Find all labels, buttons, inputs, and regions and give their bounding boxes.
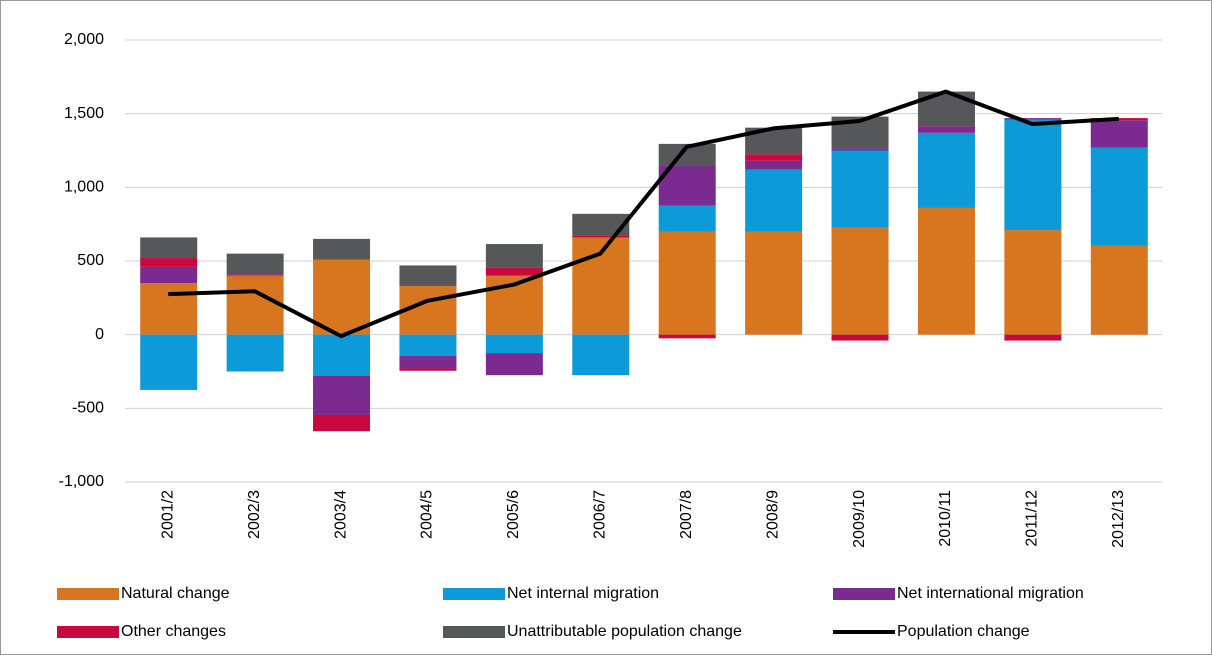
bar-segment bbox=[399, 334, 457, 357]
legend-swatch bbox=[443, 588, 505, 600]
bar-segment bbox=[917, 132, 975, 208]
legend-swatch bbox=[57, 588, 119, 600]
bar-segment bbox=[226, 334, 284, 372]
bar-segment bbox=[226, 253, 284, 274]
bar-segment bbox=[831, 150, 889, 228]
bar-segment bbox=[313, 375, 371, 415]
y-tick-label: 2,000 bbox=[64, 31, 104, 48]
bar-segment bbox=[313, 414, 371, 432]
bar-segment bbox=[831, 227, 889, 335]
bar-segment bbox=[313, 334, 371, 376]
x-tick-label: 2004/5 bbox=[419, 490, 436, 539]
bar-segment bbox=[572, 213, 630, 236]
y-tick-label: 1,000 bbox=[64, 179, 104, 196]
bar-segment bbox=[917, 207, 975, 335]
legend-label: Net international migration bbox=[897, 585, 1084, 602]
bar-segment bbox=[745, 154, 803, 161]
bar-segment bbox=[226, 274, 284, 276]
bar-segment bbox=[140, 334, 198, 390]
line-series bbox=[168, 89, 1119, 339]
legend-label: Net internal migration bbox=[507, 585, 659, 602]
bar-segment bbox=[831, 334, 889, 341]
bar-segment bbox=[658, 205, 716, 232]
bar-segment bbox=[1004, 119, 1062, 231]
bar-segment bbox=[917, 125, 975, 127]
x-tick-label: 2008/9 bbox=[764, 490, 781, 539]
bar-segment bbox=[572, 235, 630, 238]
bar-segment bbox=[1090, 147, 1148, 246]
legend-swatch bbox=[833, 588, 895, 600]
bar-segment bbox=[745, 169, 803, 232]
bar-segment bbox=[1090, 245, 1148, 335]
x-tick-label: 2012/13 bbox=[1110, 490, 1127, 548]
y-tick-label: -500 bbox=[72, 400, 104, 417]
legend-label: Other changes bbox=[121, 623, 226, 640]
bar-segment bbox=[485, 353, 543, 376]
bar-segment bbox=[140, 266, 198, 284]
bar-segment bbox=[399, 368, 457, 371]
bar-segment bbox=[658, 143, 716, 166]
bar-segment bbox=[399, 265, 457, 287]
x-tick-label: 2005/6 bbox=[505, 490, 522, 539]
bar-segment bbox=[1090, 120, 1148, 148]
x-tick-label: 2011/12 bbox=[1024, 490, 1041, 547]
bar-segment bbox=[831, 148, 889, 151]
bar-segment bbox=[226, 273, 284, 275]
y-tick-label: 500 bbox=[77, 252, 104, 269]
bar-segment bbox=[1004, 334, 1062, 341]
x-tick-label: 2009/10 bbox=[851, 490, 868, 548]
bar-segment bbox=[572, 334, 630, 376]
bar-segment bbox=[485, 267, 543, 276]
legend-swatch bbox=[443, 626, 505, 638]
bar-segment bbox=[399, 356, 457, 369]
y-tick-label: -1,000 bbox=[59, 473, 104, 490]
bar-segment bbox=[226, 275, 284, 335]
x-tick-label: 2002/3 bbox=[246, 490, 263, 539]
x-tick-label: 2007/8 bbox=[678, 490, 695, 539]
legend-swatch bbox=[57, 626, 119, 638]
legend-label: Unattributable population change bbox=[507, 623, 742, 640]
legend-label: Population change bbox=[897, 623, 1030, 640]
bar-segment bbox=[313, 238, 371, 260]
bar-segment bbox=[485, 244, 543, 268]
bar-segment bbox=[658, 231, 716, 335]
x-tick-label: 2006/7 bbox=[592, 490, 609, 539]
x-tick-label: 2003/4 bbox=[332, 490, 349, 539]
bar-segment bbox=[140, 237, 198, 259]
bar-segment bbox=[1004, 118, 1062, 120]
bar-segment bbox=[313, 259, 371, 335]
bar-segment bbox=[140, 283, 198, 335]
bar-segment bbox=[658, 334, 716, 339]
y-tick-label: 0 bbox=[95, 326, 104, 343]
legend-label: Natural change bbox=[121, 585, 230, 602]
bar-segment bbox=[485, 334, 543, 354]
bar-segment bbox=[745, 231, 803, 335]
bar-segment bbox=[1004, 230, 1062, 335]
bar-segment bbox=[917, 126, 975, 133]
bar-segment bbox=[1090, 118, 1148, 121]
y-tick-label: 1,500 bbox=[64, 105, 104, 122]
bar-segment bbox=[745, 160, 803, 170]
x-tick-label: 2010/11 bbox=[937, 490, 954, 547]
bar-segment bbox=[140, 258, 198, 267]
x-tick-label: 2001/2 bbox=[159, 490, 176, 539]
